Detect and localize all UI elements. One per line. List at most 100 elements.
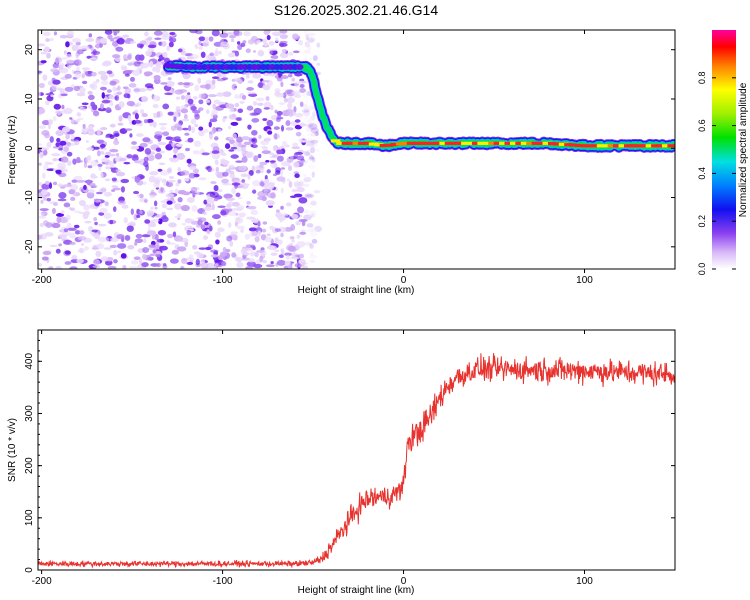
noise-dot bbox=[177, 179, 182, 184]
noise-dot bbox=[59, 140, 67, 146]
ridge-core bbox=[385, 143, 394, 147]
noise-dot bbox=[174, 188, 179, 194]
noise-dot bbox=[108, 153, 116, 157]
noise-dot bbox=[293, 50, 300, 54]
noise-dot bbox=[94, 233, 100, 240]
noise-dot bbox=[45, 162, 54, 165]
noise-dot bbox=[39, 222, 44, 228]
noise-dot bbox=[305, 34, 309, 41]
noise-dot bbox=[143, 119, 148, 124]
noise-dot bbox=[99, 207, 108, 214]
noise-dot bbox=[92, 110, 100, 117]
ridge-core bbox=[542, 141, 552, 145]
noise-dot bbox=[292, 161, 300, 168]
noise-dot bbox=[93, 217, 98, 221]
noise-dot bbox=[44, 232, 54, 237]
noise-dot bbox=[303, 241, 313, 246]
noise-dot bbox=[102, 147, 108, 151]
colorbar: 0.0 0.2 0.4 0.6 0.8 Normalized spectral ampl… bbox=[697, 30, 749, 275]
noise-dot bbox=[285, 254, 290, 260]
noise-dot bbox=[171, 249, 179, 255]
noise-dot bbox=[310, 194, 315, 199]
noise-dot bbox=[120, 178, 130, 184]
noise-dot bbox=[260, 181, 265, 187]
noise-dot bbox=[124, 128, 133, 131]
noise-dot bbox=[294, 81, 300, 88]
noise-dot bbox=[252, 50, 256, 53]
noise-dot bbox=[310, 213, 315, 218]
noise-dot bbox=[237, 79, 243, 84]
noise-dot bbox=[186, 197, 195, 203]
noise-dot bbox=[187, 98, 194, 105]
noise-dot bbox=[190, 220, 200, 225]
noise-dot bbox=[167, 77, 172, 81]
noise-dot bbox=[241, 179, 246, 183]
noise-dot bbox=[247, 91, 256, 95]
noise-dot bbox=[90, 101, 96, 107]
noise-dot bbox=[81, 73, 86, 79]
noise-dot bbox=[122, 264, 127, 269]
noise-dot bbox=[287, 264, 293, 269]
noise-dot bbox=[314, 131, 319, 137]
noise-dot bbox=[232, 133, 237, 140]
noise-dot bbox=[225, 197, 235, 201]
noise-dot bbox=[197, 77, 202, 84]
noise-dot bbox=[45, 38, 50, 42]
noise-dot bbox=[238, 212, 246, 218]
noise-dot bbox=[290, 223, 296, 231]
noise-dot bbox=[208, 83, 216, 90]
noise-dot bbox=[131, 141, 137, 145]
noise-dot bbox=[309, 140, 318, 148]
snr-frame bbox=[37, 329, 676, 571]
ridge-core bbox=[368, 142, 379, 146]
noise-dot bbox=[198, 40, 202, 46]
noise-dot bbox=[308, 156, 315, 161]
ridge-core bbox=[499, 141, 509, 145]
x-tick-label: -100 bbox=[213, 576, 233, 587]
noise-dot bbox=[258, 134, 262, 139]
noise-dot bbox=[311, 238, 318, 244]
noise-dot bbox=[124, 73, 130, 77]
noise-dot bbox=[206, 197, 215, 205]
noise-dot bbox=[160, 170, 170, 176]
ridge-core bbox=[634, 144, 645, 148]
noise-dot bbox=[104, 155, 110, 158]
noise-dot bbox=[299, 231, 307, 235]
noise-dot bbox=[141, 262, 149, 268]
noise-dot bbox=[239, 100, 245, 104]
noise-dot bbox=[65, 41, 70, 48]
noise-dot bbox=[51, 153, 61, 157]
noise-dot bbox=[155, 254, 161, 258]
noise-dot bbox=[178, 89, 188, 93]
noise-dot bbox=[130, 145, 140, 150]
noise-dot bbox=[222, 171, 229, 177]
ridge-core bbox=[444, 141, 452, 145]
noise-dot bbox=[198, 99, 204, 105]
noise-dot bbox=[212, 103, 217, 110]
noise-dot bbox=[81, 80, 88, 85]
noise-dot bbox=[211, 30, 220, 37]
snr-x-ticks: -200 -100 0 100 bbox=[32, 330, 593, 587]
noise-dot bbox=[118, 101, 125, 108]
noise-dot bbox=[133, 256, 141, 260]
noise-dot bbox=[109, 244, 118, 249]
noise-dot bbox=[135, 54, 142, 61]
noise-dot bbox=[230, 121, 239, 126]
noise-dot bbox=[288, 181, 293, 188]
noise-dot bbox=[237, 196, 243, 200]
noise-dot bbox=[76, 156, 81, 164]
noise-dot bbox=[257, 220, 261, 227]
noise-dot bbox=[153, 200, 158, 207]
noise-dot bbox=[139, 109, 145, 114]
noise-dot bbox=[78, 247, 84, 254]
noise-dot bbox=[186, 92, 191, 96]
noise-dot bbox=[174, 215, 181, 219]
noise-dot bbox=[268, 40, 275, 46]
ridge-blob bbox=[295, 63, 304, 70]
noise-dot bbox=[127, 244, 135, 250]
noise-dot bbox=[192, 192, 196, 198]
noise-dot bbox=[214, 51, 219, 57]
noise-dot bbox=[87, 128, 95, 136]
noise-dot bbox=[208, 225, 213, 232]
noise-dot bbox=[90, 175, 98, 179]
